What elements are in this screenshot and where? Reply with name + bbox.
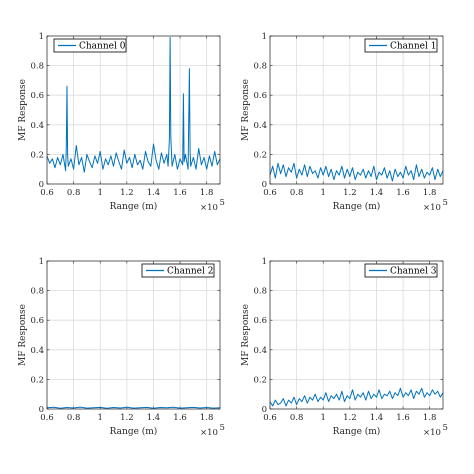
x-tick-label: 0.8	[290, 188, 304, 198]
x-tick-label: 1	[321, 188, 326, 198]
x-exponent-label: ×10	[423, 428, 441, 438]
y-axis-label: MF Response	[241, 304, 251, 366]
x-exponent-label: ×10	[200, 203, 218, 213]
y-tick-label: 0	[39, 405, 44, 415]
x-tick-label: 1.2	[343, 413, 357, 423]
y-tick-label: 0.4	[30, 346, 44, 356]
x-tick-label: 1	[98, 188, 103, 198]
series-line-channel-2	[46, 406, 221, 409]
x-tick-label: 1.2	[120, 413, 134, 423]
chart-panel-2: 0.6 0.8 1 1.2 1.4 1.6 1.8 0 0.2 0.4 0.6 0.8 1 Range (…	[18, 257, 225, 438]
axes-box	[46, 260, 221, 410]
legend-label: Channel 0	[79, 42, 126, 52]
axes-box	[269, 260, 444, 410]
y-tick-label: 0	[39, 180, 44, 190]
legend-label: Channel 2	[167, 267, 213, 277]
y-tick-label: 0.4	[30, 121, 44, 131]
legend: Channel 3	[364, 263, 438, 278]
legend-box	[364, 263, 438, 278]
y-tick-label: 1	[262, 257, 267, 267]
series-line-channel-3	[269, 387, 444, 407]
series-line-channel-0	[46, 37, 221, 173]
x-tick-label: 1.4	[370, 188, 384, 198]
y-tick-label: 0.8	[30, 62, 44, 72]
x-axis-label: Range (m)	[110, 201, 158, 212]
y-tick-label: 0.4	[253, 346, 267, 356]
y-tick-label: 0	[262, 405, 267, 415]
x-tick-label: 1	[98, 413, 103, 423]
x-tick-label: 0.6	[40, 413, 54, 423]
y-tick-label: 0	[262, 180, 267, 190]
x-tick-label: 1.4	[370, 413, 384, 423]
y-tick-label: 0.8	[30, 287, 44, 297]
series-line-channel-1	[269, 162, 444, 182]
y-tick-label: 0.6	[30, 316, 44, 326]
y-tick-label: 0.2	[253, 375, 267, 385]
x-tick-label: 1	[321, 413, 326, 423]
y-tick-label: 0.4	[253, 121, 267, 131]
x-tick-label: 0.8	[67, 413, 81, 423]
legend-box	[141, 263, 215, 278]
y-tick-label: 0.2	[30, 375, 44, 385]
y-axis-label: MF Response	[18, 304, 28, 366]
x-tick-label: 0.6	[263, 413, 277, 423]
x-exponent-label: ×10	[423, 203, 441, 213]
x-tick-label: 0.8	[290, 413, 304, 423]
legend-box	[364, 38, 438, 53]
plot-area	[270, 261, 443, 409]
x-tick-label: 1.2	[343, 188, 357, 198]
legend: Channel 1	[364, 38, 438, 53]
x-tick-label: 0.6	[40, 188, 54, 198]
x-tick-label: 1.6	[173, 413, 187, 423]
chart-panel-0: 0.6 0.8 1 1.2 1.4 1.6 1.8 0 0.2 0.4 0.6 0.8 1 Range (…	[18, 32, 225, 213]
y-axis-label: MF Response	[241, 79, 251, 141]
x-tick-label: 1.2	[120, 188, 134, 198]
x-tick-label: 1.8	[423, 188, 437, 198]
x-exponent-power: 5	[443, 423, 448, 433]
x-tick-label: 1.6	[396, 413, 410, 423]
y-tick-label: 0.2	[253, 150, 267, 160]
y-tick-label: 1	[39, 257, 44, 267]
x-axis-label: Range (m)	[333, 426, 381, 437]
x-exponent-power: 5	[220, 198, 225, 208]
y-tick-label: 0.8	[253, 287, 267, 297]
x-tick-label: 0.6	[263, 188, 277, 198]
x-tick-label: 1.4	[147, 188, 161, 198]
y-tick-label: 0.6	[253, 316, 267, 326]
axes-box	[269, 35, 444, 185]
x-exponent-power: 5	[220, 423, 225, 433]
y-tick-label: 0.2	[30, 150, 44, 160]
x-axis-label: Range (m)	[333, 201, 381, 212]
y-tick-label: 0.6	[30, 91, 44, 101]
x-tick-label: 1.8	[200, 188, 214, 198]
chart-panel-3: 0.6 0.8 1 1.2 1.4 1.6 1.8 0 0.2 0.4 0.6 0.8 1 Range (…	[241, 257, 448, 438]
y-tick-label: 0.6	[253, 91, 267, 101]
x-tick-label: 1.8	[423, 413, 437, 423]
x-tick-label: 1.6	[396, 188, 410, 198]
legend-box	[53, 38, 127, 53]
y-tick-label: 1	[262, 32, 267, 42]
axes-box	[46, 35, 221, 185]
y-tick-label: 1	[39, 32, 44, 42]
x-tick-label: 1.4	[147, 413, 161, 423]
x-axis-label: Range (m)	[110, 426, 158, 437]
plot-area	[270, 36, 443, 184]
x-exponent-power: 5	[443, 198, 448, 208]
x-exponent-label: ×10	[200, 428, 218, 438]
plot-area	[47, 261, 220, 409]
legend: Channel 2	[141, 263, 215, 278]
chart-panel-1: 0.6 0.8 1 1.2 1.4 1.6 1.8 0 0.2 0.4 0.6 0.8 1 Range (…	[241, 32, 448, 213]
y-axis-label: MF Response	[18, 79, 28, 141]
legend-label: Channel 3	[390, 267, 437, 277]
legend: Channel 0	[53, 38, 127, 53]
legend-label: Channel 1	[390, 42, 436, 52]
y-tick-label: 0.8	[253, 62, 267, 72]
x-tick-label: 1.6	[173, 188, 187, 198]
x-tick-label: 0.8	[67, 188, 81, 198]
x-tick-label: 1.8	[200, 413, 214, 423]
